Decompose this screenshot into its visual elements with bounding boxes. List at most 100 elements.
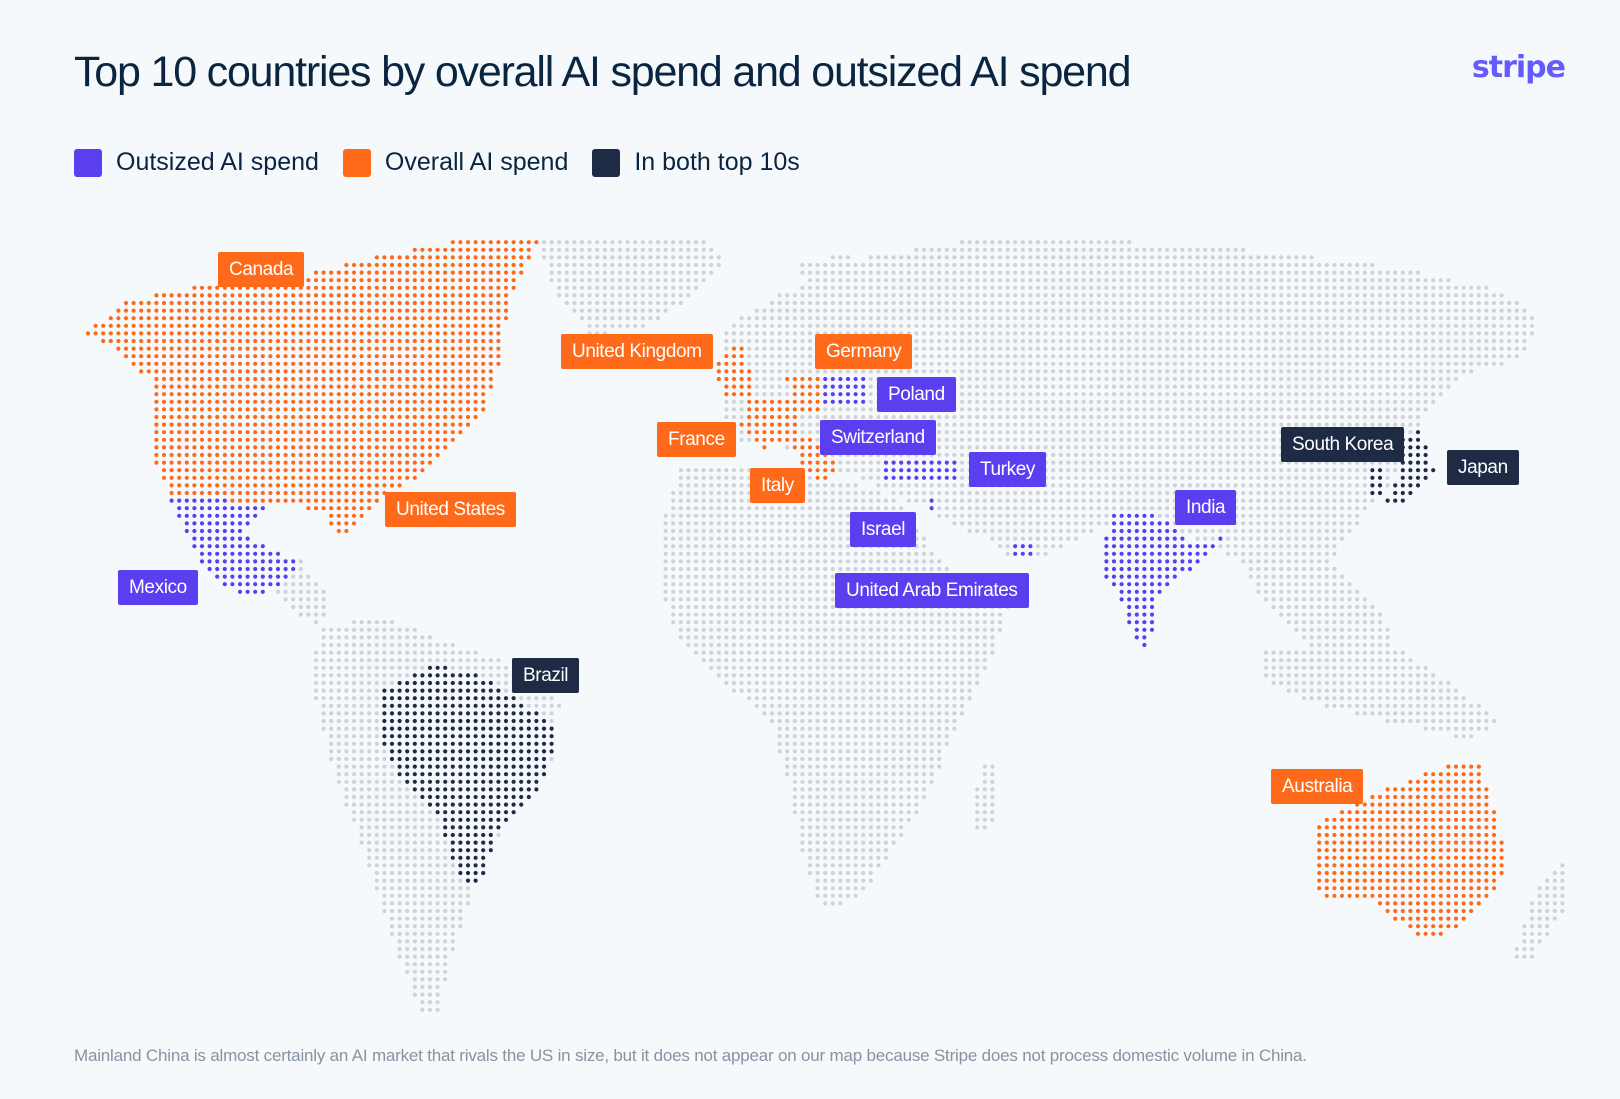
land-dot [1256,422,1261,427]
land-dot [648,300,653,306]
land-dot [1453,361,1459,366]
land-dot [1362,422,1367,427]
land-dot [663,285,668,290]
land-dot [944,414,949,420]
land-dot [663,300,668,306]
land-dot [1408,673,1413,678]
land-dot [1051,452,1056,458]
land-dot [1165,513,1170,518]
legend-label-outsized: Outsized AI spend [116,148,319,176]
land-dot [1028,354,1033,359]
land-dot [1263,384,1269,389]
land-dot [1256,475,1261,480]
land-dot [1005,506,1010,511]
land-dot [838,680,843,686]
land-dot [602,240,607,245]
land-dot [1339,696,1345,701]
land-dot [1362,361,1367,366]
page-title: Top 10 countries by overall AI spend and… [74,48,1132,96]
land-dot [1028,270,1033,275]
land-dot [967,323,972,328]
land-dot [785,521,790,526]
land-dot [959,300,965,306]
land-dot [572,278,577,283]
land-dot [861,673,866,678]
land-dot [1324,278,1329,283]
land-dot [716,536,721,541]
land-dot [815,612,820,617]
land-dot [1096,460,1101,465]
land-dot [982,430,987,435]
land-dot [914,270,919,275]
land-dot [633,270,638,275]
land-dot [823,285,828,290]
land-dot [1051,498,1056,503]
land-dot [1271,658,1276,663]
land-dot [845,498,851,503]
land-dot [427,658,433,663]
land-dot [1187,293,1193,298]
land-dot [1089,414,1094,420]
land-dot [1051,293,1056,298]
land-dot [883,627,889,632]
land-dot [1043,544,1048,549]
land-dot [853,627,858,632]
land-dot [937,338,942,344]
land-dot [1347,627,1352,632]
land-dot [1210,430,1215,435]
land-dot [997,331,1003,336]
land-dot [1377,627,1383,632]
land-dot [853,460,858,465]
land-dot [1058,240,1063,245]
land-dot [329,673,334,678]
land-dot [678,536,683,541]
land-dot [861,703,866,708]
land-dot [344,658,349,663]
land-dot [1271,414,1276,420]
land-dot [1073,445,1079,450]
land-dot [1111,240,1117,245]
land-dot [1104,278,1109,283]
land-dot [648,316,653,321]
land-dot [739,468,744,473]
land-dot [1339,582,1345,587]
land-dot [739,620,744,625]
land-dot [1263,650,1269,655]
land-dot [1301,346,1307,351]
land-dot [1066,483,1071,488]
land-dot [1324,270,1329,275]
land-dot [959,430,965,435]
land-dot [777,574,782,579]
land-dot [405,642,410,648]
land-dot [1332,612,1337,617]
land-dot [967,688,972,693]
land-dot [1051,255,1056,260]
land-dot [777,559,782,564]
land-dot [465,658,471,663]
land-dot [823,551,828,556]
land-dot [944,642,949,648]
land-dot [982,331,987,336]
land-dot [716,498,721,503]
land-dot [1294,483,1299,488]
land-dot [823,536,828,541]
land-dot [1309,354,1314,359]
land-dot [1355,338,1360,344]
land-dot [1286,574,1291,579]
land-dot [1385,665,1390,670]
land-dot [868,316,873,321]
land-dot [1111,331,1117,336]
land-dot [891,498,896,503]
land-dot [693,468,699,473]
land-dot [1279,658,1284,663]
land-dot [853,369,858,374]
land-dot [1028,369,1033,374]
land-dot [1127,407,1132,412]
land-dot [1210,247,1215,252]
land-dot [671,612,676,617]
land-dot [1119,414,1124,420]
land-dot [929,361,934,366]
land-dot [1081,255,1086,260]
land-dot [1491,338,1497,344]
land-dot [906,323,911,328]
